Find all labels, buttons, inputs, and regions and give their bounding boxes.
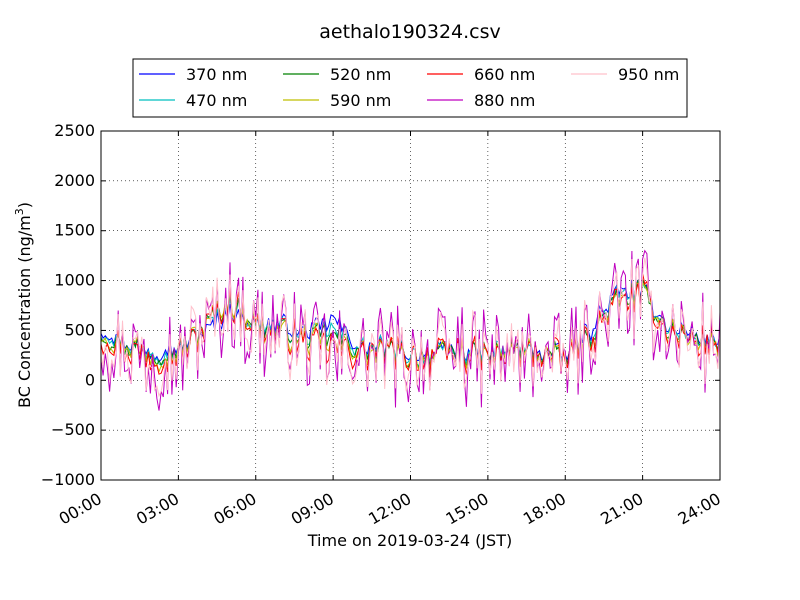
y-tick-label: −1000 <box>41 470 95 489</box>
x-axis-label: Time on 2019-03-24 (JST) <box>307 531 512 550</box>
axis-ticks <box>100 130 721 481</box>
x-tick-label: 06:00 <box>210 489 259 529</box>
x-tick-label: 12:00 <box>365 489 414 529</box>
series-lines <box>101 249 720 411</box>
y-axis-label-sup: 3 <box>13 208 26 215</box>
series-line-950-nm <box>101 257 720 398</box>
x-tick-label: 24:00 <box>675 489 724 529</box>
y-tick-labels: −1000 −500 0 500 1000 1500 2000 2500 <box>41 121 95 489</box>
legend-label: 520 nm <box>330 65 391 84</box>
legend-box <box>132 58 688 118</box>
y-tick-label: −500 <box>51 420 95 439</box>
y-axis-label: BC Concentration (ng/m3) <box>13 202 34 408</box>
legend: 370 nm 470 nm 520 nm 590 nm 660 nm 880 nm 950 … <box>132 58 688 118</box>
x-tick-label: 00:00 <box>56 489 105 529</box>
legend-label: 950 nm <box>618 65 679 84</box>
legend-label: 880 nm <box>474 91 535 110</box>
y-tick-label: 0 <box>85 370 95 389</box>
y-tick-label: 500 <box>64 320 95 339</box>
legend-label: 470 nm <box>186 91 247 110</box>
y-tick-label: 1500 <box>54 221 95 240</box>
x-tick-label: 15:00 <box>442 489 491 529</box>
x-tick-label: 18:00 <box>520 489 569 529</box>
x-tick-label: 09:00 <box>288 489 337 529</box>
legend-label: 660 nm <box>474 65 535 84</box>
y-tick-label: 2000 <box>54 171 95 190</box>
y-tick-label: 2500 <box>54 121 95 140</box>
x-tick-labels: 00:00 03:00 06:00 09:00 12:00 15:00 18:00 21:00… <box>56 489 724 529</box>
y-tick-label: 1000 <box>54 271 95 290</box>
x-tick-label: 21:00 <box>597 489 646 529</box>
y-axis-label-main: BC Concentration (ng/m <box>15 215 34 408</box>
x-tick-label: 03:00 <box>133 489 182 529</box>
legend-label: 370 nm <box>186 65 247 84</box>
legend-label: 590 nm <box>330 91 391 110</box>
plot-area <box>101 131 720 480</box>
chart-title: aethalo190324.csv <box>319 21 501 43</box>
y-axis-label-tail: ) <box>15 202 34 208</box>
